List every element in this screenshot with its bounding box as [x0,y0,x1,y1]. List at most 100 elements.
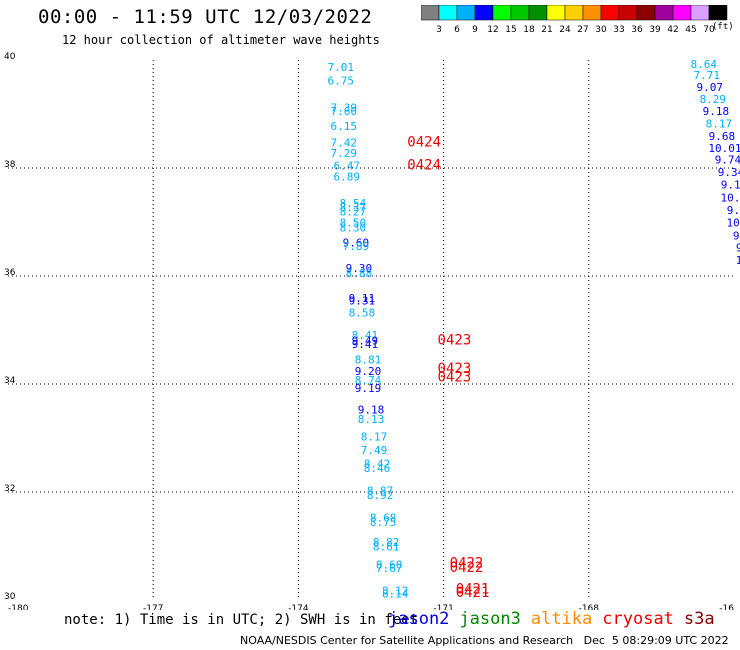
x-tick-label: -174 [288,604,309,610]
wave-height-label: 8.29 [700,93,727,106]
wave-height-label: 8.75 [370,516,397,529]
wave-height-label: 7.67 [376,562,403,575]
wave-height-label: 10.13 [720,191,740,204]
color-scale-legend: 3 6 9 12 15 18 21 24 27 30 33 36 39 42 45 70 [421,5,728,35]
wave-height-label: 8.12 [382,585,409,598]
wave-height-label: 8.88 [346,267,373,280]
pass-time-label: 0424 [407,134,441,150]
scale-tick-label: 70 [703,25,715,35]
wave-height-label: 8.30 [340,222,367,235]
satellite-cryosat: cryosat [602,609,674,629]
wave-height-label: 9.49 [352,335,379,348]
wave-height-label: 6.89 [334,170,361,183]
x-tick-label: -180 [8,604,29,610]
scale-tick-label: 42 [667,25,678,35]
scale-swatch [708,5,728,21]
scale-tick-label: 27 [577,25,588,35]
y-tick-label: 40 [4,52,16,62]
footer-credit: NOAA/NESDIS Center for Satellite Applica… [240,634,729,647]
wave-height-label: 10.14 [736,254,740,267]
satellite-legend: jason2 jason3 altika cryosat s3a [388,609,725,629]
wave-height-label: 6.47 [334,160,361,173]
chart-title: 00:00 - 11:59 UTC 12/03/2022 [38,6,373,28]
wave-height-label: 9.30 [346,262,373,275]
wave-height-label: 9.18 [703,105,730,118]
pass-time-label: 0422 [450,556,484,572]
y-tick-label: 30 [4,592,16,602]
x-tick-label: -16 [719,604,734,610]
scale-tick-label: 45 [685,25,696,35]
satellite-jason3: jason3 [459,609,521,629]
wave-height-label: 8.54 [340,197,367,210]
wave-height-label: 8.74 [355,374,382,387]
pass-time-label: 0421 [456,585,490,601]
wave-height-label: 7.42 [331,136,358,149]
wave-height-label: 7.89 [343,240,370,253]
wave-height-label: 9.18 [358,404,385,417]
wave-height-label: 8.92 [367,489,394,502]
pass-time-label: 0423 [438,333,472,349]
wave-height-label: 9.07 [697,81,724,94]
scale-tick-label: 21 [541,25,552,35]
wave-height-label: 9.31 [349,295,376,308]
y-tick-label: 36 [4,268,16,278]
wave-height-label: 9.34 [718,166,740,179]
wave-height-label: 9.19 [355,382,382,395]
scale-tick-label: 24 [559,25,571,35]
wave-height-label: 8.50 [340,216,367,229]
scale-tick-label: 18 [523,25,535,35]
wave-height-label: 9.20 [355,365,382,378]
pass-time-label: 0423 [438,361,472,377]
wave-height-label: 9.76 [736,242,740,255]
pass-time-label: 0423 [438,369,472,385]
y-tick-label: 32 [4,484,15,494]
scale-tick-label: 15 [505,25,516,35]
scale-tick-label: 39 [649,25,661,35]
chart-subtitle: 12 hour collection of altimeter wave hei… [62,33,380,47]
wave-height-label: 8.46 [364,462,391,475]
y-tick-label: 38 [4,160,16,170]
satellite-altika: altika [530,609,593,629]
wave-height-label: 9.60 [343,236,370,249]
scale-tick-label: 12 [487,25,498,35]
x-tick-label: -168 [579,604,600,610]
x-tick-label: -171 [433,604,453,610]
wave-height-label: 6.75 [328,74,355,87]
wave-height-label: 7.01 [328,61,355,74]
wave-height-label: 10.01 [708,142,740,155]
wave-height-label: 9.11 [349,292,376,305]
wave-height-label: 8.27 [340,206,367,219]
wave-height-label: 7.49 [361,444,388,457]
wave-height-label: 8.41 [352,329,379,342]
scale-tick-label: 3 [436,25,442,35]
wave-height-label: 8.60 [376,559,403,572]
scale-tick-label: 30 [595,25,607,35]
scale-tick-label: 6 [454,25,460,35]
wave-height-label: 8.64 [691,58,718,71]
wave-height-label: 8.37 [340,201,367,214]
wave-height-label: 7.60 [331,105,358,118]
wave-height-label: 9.34 [727,204,740,217]
wave-height-label: 8.42 [364,458,391,471]
satellite-jason2: jason2 [388,609,450,629]
wave-height-label: 10.10 [727,216,740,229]
wave-height-label: 8.81 [355,353,382,366]
pass-time-label: 0422 [450,560,484,576]
wave-height-label: 7.29 [331,147,358,160]
wave-height-label: 10.02 [739,266,740,279]
wave-height-label: 8.82 [373,536,400,549]
wave-height-label: 6.15 [331,120,358,133]
y-tick-label: 34 [4,376,16,386]
wave-height-label: 9.74 [715,154,740,167]
pass-time-label: 0424 [407,158,441,174]
pass-time-label: 0421 [456,582,490,598]
wave-height-label: 8.61 [373,540,400,553]
satellite-s3a: s3a [683,609,715,629]
note-text: note: 1) Time is in UTC; 2) SWH is in fe… [64,612,419,628]
wave-height-label: 7.71 [694,69,721,82]
wave-height-label: 9.68 [709,130,736,143]
wave-height-label: 8.14 [382,587,409,600]
scale-tick-label: 36 [631,25,643,35]
wave-height-label: 8.87 [367,485,394,498]
wave-height-plot: -180 -177 -174 -171 -168 -163032343638407.016… [4,52,740,610]
